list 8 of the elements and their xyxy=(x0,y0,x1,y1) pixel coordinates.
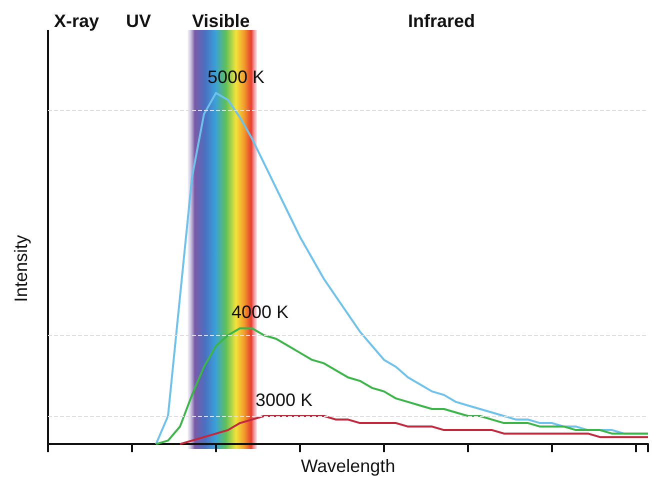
text: X-ray xyxy=(54,11,100,31)
series-label: 3000 K xyxy=(255,390,313,410)
text: Visible xyxy=(192,11,250,31)
series-label: 5000 K xyxy=(207,67,265,87)
y-axis-title: Intensity xyxy=(11,235,31,302)
x-axis-title: Wavelength xyxy=(300,456,396,476)
text: Infrared xyxy=(408,11,476,31)
text: UV xyxy=(126,11,152,31)
